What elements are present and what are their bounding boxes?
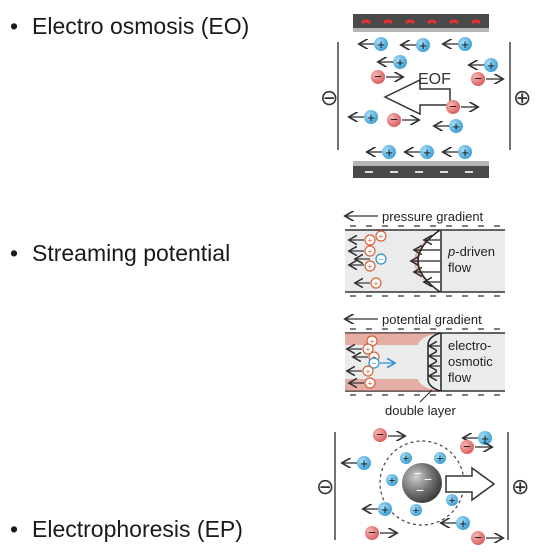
svg-text:+: + [377,37,385,52]
svg-text:−: − [424,471,432,487]
streaming-bottom-ions: + + + − + + [348,335,394,389]
svg-text:+: + [367,110,375,125]
svg-text:+: + [368,236,373,245]
svg-text:+: + [381,502,389,517]
svg-text:+: + [366,345,371,354]
svg-text:+: + [413,505,419,517]
svg-text:+: + [459,516,467,531]
svg-text:+: + [396,55,404,70]
svg-text:+: + [389,475,395,487]
ep-motion-arrow [445,466,496,502]
svg-text:+: + [452,119,460,134]
svg-text:+: + [366,367,371,376]
bullet-text: Electrophoresis (EP) [32,516,243,542]
p-driven-flow-label: p-driven [447,244,495,259]
bullet-dot: • [10,13,19,39]
ep-diagram: ⊖ ⊕ − − − − + − + + + + + + + [316,427,529,545]
svg-text:−: − [416,482,424,498]
svg-text:−: − [376,427,384,442]
svg-text:−: − [390,112,398,127]
svg-text:+: + [419,38,427,53]
eo-flow-label-line2: osmotic [448,354,493,369]
electroosmotic-panel: potential gradient + + + − + + [345,312,505,418]
svg-text:−: − [374,69,382,84]
potential-gradient-label: potential gradient [382,312,482,327]
eo-negative-electrode-symbol: ⊖ [320,85,338,110]
bullet-electro-osmosis: • Electro osmosis (EO) [10,12,249,40]
eo-top-wall [353,14,489,32]
svg-text:−: − [372,359,377,368]
eof-arrow [383,78,451,116]
eof-label: EOF [418,71,451,88]
svg-text:+: + [385,145,393,160]
svg-text:−: − [474,71,482,86]
bullet-text: Streaming potential [32,240,231,266]
ep-positive-electrode-symbol: ⊕ [511,474,529,499]
svg-text:+: + [449,495,455,507]
svg-text:+: + [487,58,495,73]
svg-text:+: + [481,431,489,446]
double-layer-label: double layer [385,403,456,418]
eo-bottom-wall [353,161,489,178]
eo-flow-label-line1: electro- [448,338,491,353]
svg-text:+: + [370,337,375,346]
svg-text:−: − [463,439,471,454]
eo-flow-label-line3: flow [448,370,472,385]
svg-text:−: − [368,525,376,540]
eo-ions: + + + + + − − − − + + + + [350,37,502,160]
svg-text:−: − [449,99,457,114]
svg-text:+: + [437,453,443,465]
svg-text:+: + [360,456,368,471]
streaming-top-ions: + + + − + + [350,230,387,289]
svg-text:+: + [368,379,373,388]
p-driven-flow-label-line2: flow [448,260,472,275]
ep-ions: − + − + + + + + + + + − − [343,427,502,545]
svg-text:+: + [461,37,469,52]
svg-text:−: − [414,465,422,481]
bullet-dot: • [10,240,19,266]
ep-charged-particle [402,463,442,503]
bullet-dot: • [10,516,19,542]
svg-text:+: + [368,247,373,256]
bullet-electrophoresis: • Electrophoresis (EP) [10,515,243,543]
ep-negative-electrode-symbol: ⊖ [316,474,334,499]
svg-text:+: + [403,453,409,465]
svg-text:+: + [368,262,373,271]
svg-text:+: + [379,232,384,241]
pressure-gradient-label: pressure gradient [382,209,484,224]
eo-positive-electrode-symbol: ⊕ [513,85,531,110]
double-layer-pointer [419,389,433,403]
svg-text:+: + [461,145,469,160]
svg-text:+: + [374,279,379,288]
svg-text:−: − [474,530,482,545]
eo-diagram: ⊖ ⊕ EOF + + + + + [320,14,531,178]
svg-text:+: + [423,145,431,160]
bullet-text: Electro osmosis (EO) [32,13,250,39]
svg-text:−: − [379,255,384,264]
pressure-driven-panel: pressure gradient + + + − + [345,209,505,297]
bullet-streaming-potential: • Streaming potential [10,239,230,267]
